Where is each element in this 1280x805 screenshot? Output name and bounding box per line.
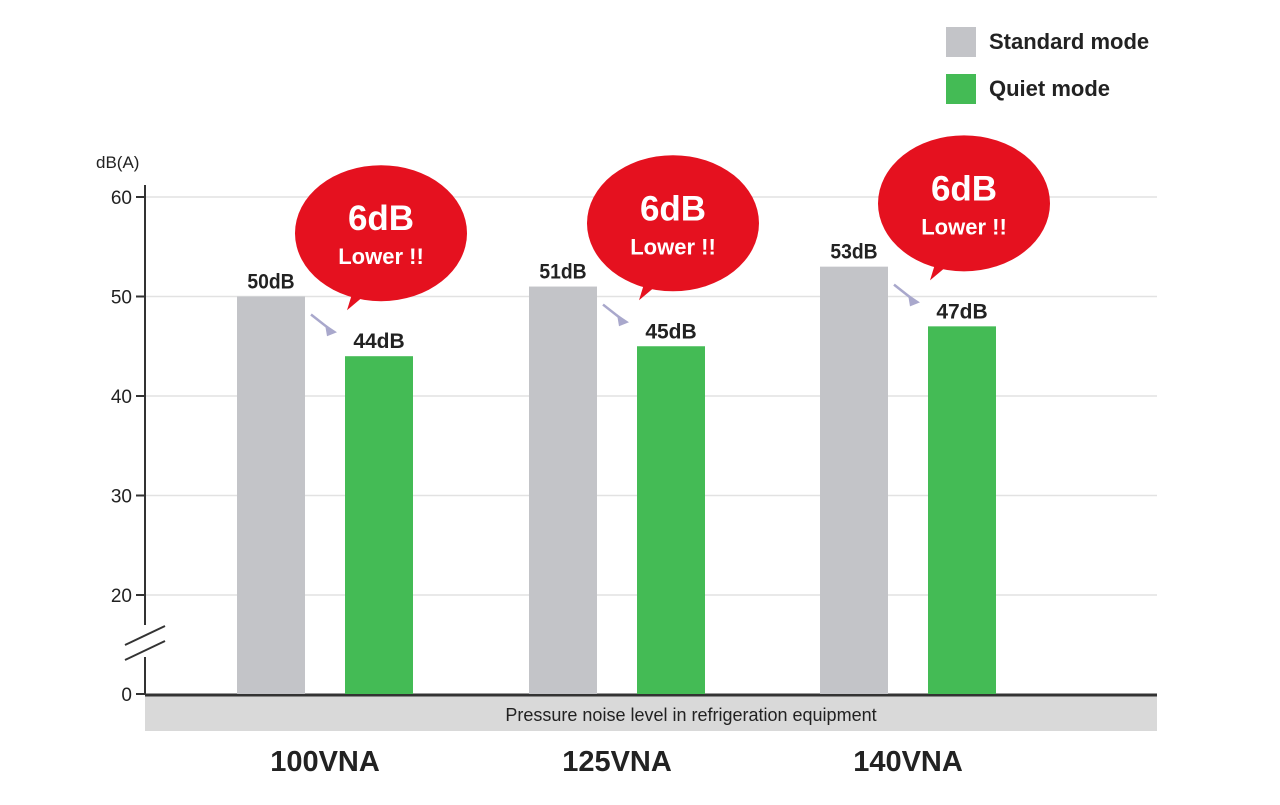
legend-label-standard: Standard mode	[989, 29, 1150, 54]
y-tick-label-60: 60	[111, 188, 132, 209]
arrow-head-100VNA	[325, 324, 337, 337]
x-axis-title: Pressure noise level in refrigeration eq…	[505, 705, 876, 725]
value-label-quiet-100VNA: 44dB	[353, 330, 404, 353]
axis-break-mark-2	[124, 640, 166, 661]
legend-swatch-quiet	[946, 74, 976, 104]
bubble-small-text-140VNA: Lower !!	[921, 214, 1007, 239]
value-label-standard-140VNA: 53dB	[830, 241, 877, 264]
arrow-head-140VNA	[908, 294, 920, 307]
legend-swatch-standard	[946, 27, 976, 57]
bubble-big-text-125VNA: 6dB	[640, 189, 706, 228]
category-label-140VNA: 140VNA	[853, 746, 963, 778]
bubble-big-text-140VNA: 6dB	[931, 169, 997, 208]
bubble-140VNA	[878, 135, 1050, 272]
y-tick-label-20: 20	[111, 586, 132, 607]
value-label-standard-100VNA: 50dB	[247, 271, 294, 294]
bar-quiet-140VNA	[928, 326, 996, 694]
axis-break-mark-1	[124, 625, 166, 646]
legend-label-quiet: Quiet mode	[989, 76, 1111, 101]
bar-standard-125VNA	[529, 286, 597, 694]
legend: Standard mode Quiet mode	[946, 26, 1149, 120]
legend-item-quiet: Quiet mode	[946, 73, 1149, 105]
bubble-125VNA	[587, 155, 759, 292]
bubble-100VNA	[295, 165, 467, 302]
x-axis-band	[145, 696, 1157, 731]
y-tick-label-0: 0	[121, 685, 132, 706]
value-label-standard-125VNA: 51dB	[539, 261, 586, 284]
bar-standard-100VNA	[237, 296, 305, 694]
bar-quiet-100VNA	[345, 356, 413, 694]
value-label-quiet-140VNA: 47dB	[936, 300, 987, 323]
category-label-100VNA: 100VNA	[270, 746, 380, 778]
bar-quiet-125VNA	[637, 346, 705, 694]
y-tick-label-40: 40	[111, 387, 132, 408]
y-axis-title: dB(A)	[96, 153, 139, 172]
category-label-125VNA: 125VNA	[562, 746, 672, 778]
y-tick-label-50: 50	[111, 288, 132, 309]
value-label-quiet-125VNA: 45dB	[645, 320, 696, 343]
bubble-small-text-100VNA: Lower !!	[338, 244, 424, 269]
legend-item-standard: Standard mode	[946, 26, 1149, 58]
bubble-small-text-125VNA: Lower !!	[630, 234, 716, 259]
y-tick-label-30: 30	[111, 487, 132, 508]
bubble-big-text-100VNA: 6dB	[348, 199, 414, 238]
bar-standard-140VNA	[820, 266, 888, 694]
arrow-head-125VNA	[617, 314, 629, 327]
